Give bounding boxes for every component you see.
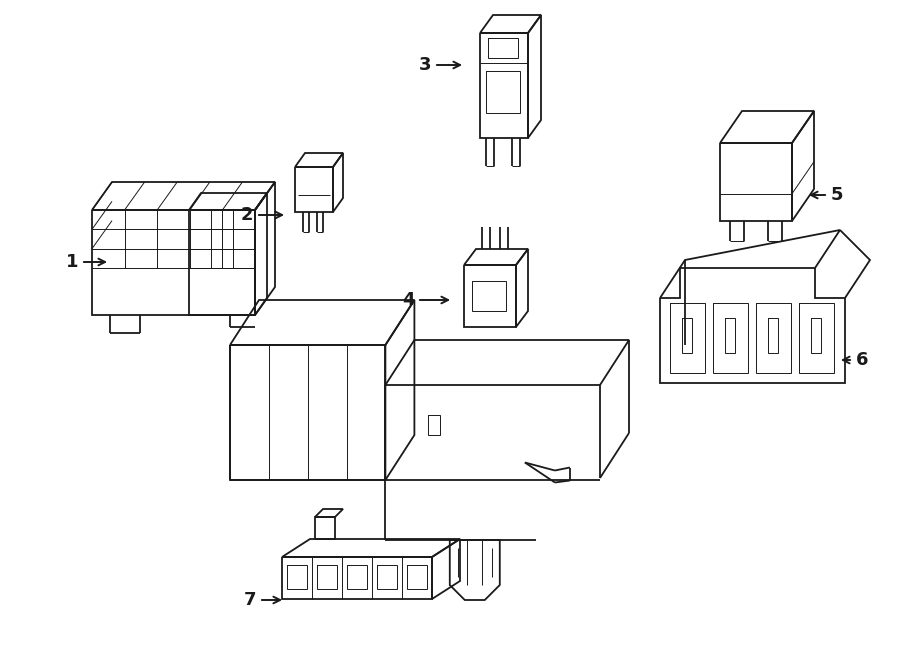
Text: 4: 4: [401, 291, 414, 309]
Text: 5: 5: [831, 186, 843, 204]
Text: 1: 1: [66, 253, 78, 271]
Text: 2: 2: [241, 206, 253, 224]
Text: 6: 6: [856, 351, 868, 369]
Text: 3: 3: [418, 56, 431, 74]
Text: 7: 7: [244, 591, 256, 609]
